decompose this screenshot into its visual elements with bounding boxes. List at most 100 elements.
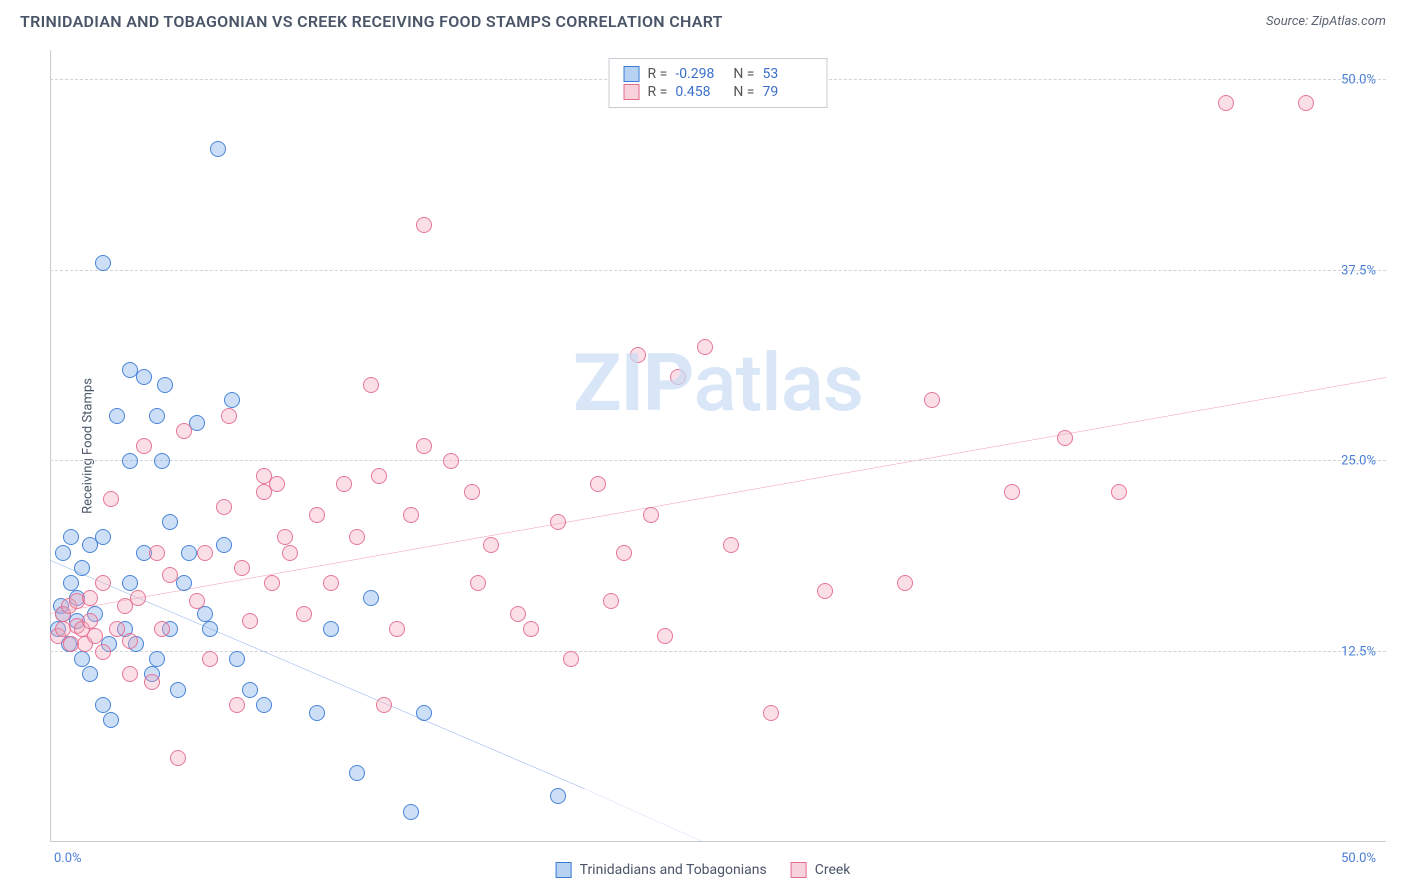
scatter-point [1111, 484, 1127, 500]
scatter-point [590, 476, 606, 492]
scatter-point [242, 682, 258, 698]
scatter-point [924, 392, 940, 408]
scatter-point [74, 560, 90, 576]
y-tick-label: 37.5% [1341, 263, 1376, 278]
n-value: 53 [762, 66, 812, 82]
watermark: ZIPatlas [573, 336, 863, 430]
r-value: -0.298 [675, 66, 725, 82]
scatter-point [109, 408, 125, 424]
y-axis-line [50, 50, 51, 842]
scatter-point [296, 606, 312, 622]
scatter-point [371, 468, 387, 484]
scatter-point [242, 613, 258, 629]
scatter-point [216, 537, 232, 553]
grid-line [50, 651, 1386, 652]
scatter-point [87, 628, 103, 644]
scatter-point [162, 567, 178, 583]
legend-swatch [624, 66, 640, 82]
scatter-point [122, 633, 138, 649]
scatter-point [162, 514, 178, 530]
scatter-point [670, 369, 686, 385]
scatter-point [550, 788, 566, 804]
scatter-point [309, 705, 325, 721]
correlation-row: R =-0.298N =53 [624, 65, 813, 83]
scatter-point [376, 697, 392, 713]
scatter-point [697, 339, 713, 355]
n-label: N = [733, 84, 754, 100]
x-tick-label: 50.0% [1341, 851, 1376, 866]
scatter-point [103, 491, 119, 507]
scatter-point [470, 575, 486, 591]
scatter-point [202, 651, 218, 667]
scatter-point [154, 621, 170, 637]
scatter-point [149, 545, 165, 561]
r-label: R = [648, 84, 668, 100]
scatter-point [176, 423, 192, 439]
scatter-point [349, 765, 365, 781]
scatter-point [149, 408, 165, 424]
scatter-point [224, 392, 240, 408]
scatter-point [221, 408, 237, 424]
legend-swatch [556, 862, 572, 878]
scatter-point [130, 590, 146, 606]
scatter-point [202, 621, 218, 637]
scatter-point [403, 804, 419, 820]
scatter-point [95, 697, 111, 713]
n-value: 79 [762, 84, 812, 100]
scatter-point [95, 529, 111, 545]
scatter-point [389, 621, 405, 637]
scatter-point [122, 575, 138, 591]
scatter-point [563, 651, 579, 667]
x-axis-line [50, 841, 1386, 842]
scatter-point [277, 529, 293, 545]
scatter-point [603, 593, 619, 609]
scatter-point [109, 621, 125, 637]
scatter-point [309, 507, 325, 523]
scatter-point [95, 644, 111, 660]
scatter-point [197, 545, 213, 561]
scatter-point [176, 575, 192, 591]
scatter-point [63, 575, 79, 591]
scatter-point [817, 583, 833, 599]
scatter-point [95, 575, 111, 591]
scatter-point [282, 545, 298, 561]
scatter-point [723, 537, 739, 553]
scatter-point [416, 705, 432, 721]
scatter-point [55, 545, 71, 561]
scatter-point [403, 507, 419, 523]
chart-title: TRINIDADIAN AND TOBAGONIAN VS CREEK RECE… [20, 12, 723, 31]
scatter-point [1004, 484, 1020, 500]
scatter-point [154, 453, 170, 469]
scatter-point [336, 476, 352, 492]
r-value: 0.458 [675, 84, 725, 100]
grid-line [50, 460, 1386, 461]
grid-line [50, 270, 1386, 271]
scatter-point [264, 575, 280, 591]
scatter-point [443, 453, 459, 469]
scatter-point [464, 484, 480, 500]
chart-container: Receiving Food Stamps ZIPatlas R =-0.298… [50, 50, 1386, 842]
scatter-point [229, 697, 245, 713]
scatter-point [103, 712, 119, 728]
scatter-point [363, 590, 379, 606]
scatter-point [630, 347, 646, 363]
y-tick-label: 12.5% [1341, 644, 1376, 659]
legend-swatch [624, 84, 640, 100]
scatter-point [82, 590, 98, 606]
scatter-point [269, 476, 285, 492]
scatter-point [136, 369, 152, 385]
scatter-point [122, 666, 138, 682]
scatter-point [657, 628, 673, 644]
source-attribution: Source: ZipAtlas.com [1266, 14, 1386, 29]
correlation-row: R = 0.458 N = 79 [624, 83, 813, 101]
x-tick-label: 0.0% [54, 851, 82, 866]
legend-swatch [791, 862, 807, 878]
correlation-legend: R =-0.298N =53R = 0.458 N = 79 [609, 58, 828, 108]
scatter-point [74, 651, 90, 667]
legend-label: Creek [815, 862, 851, 878]
scatter-point [897, 575, 913, 591]
scatter-point [1218, 95, 1234, 111]
scatter-point [95, 255, 111, 271]
scatter-point [763, 705, 779, 721]
scatter-point [616, 545, 632, 561]
